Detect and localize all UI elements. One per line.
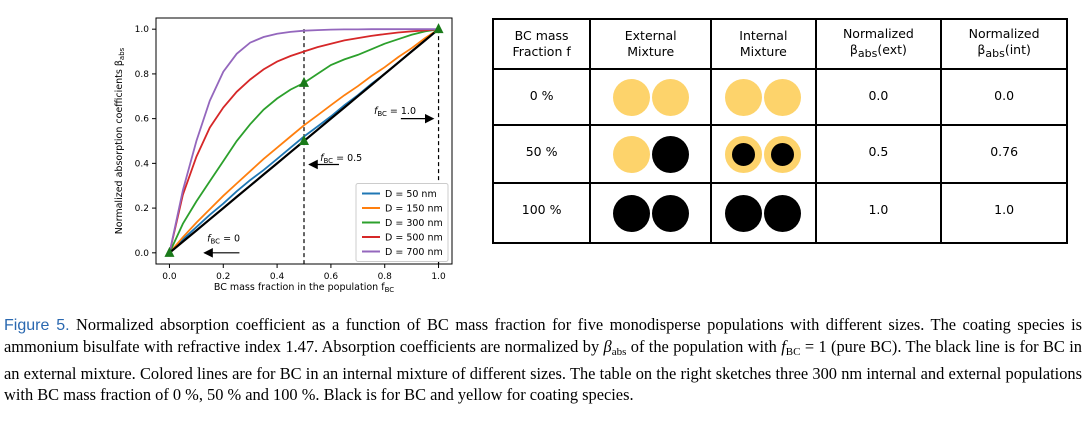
- norm-int-cell: 0.0: [940, 68, 1068, 126]
- internal-cell: [710, 124, 817, 184]
- x-tick-label: 0.0: [162, 272, 177, 282]
- header-internal: Internal Mixture: [710, 18, 817, 70]
- external-cell: [589, 124, 713, 184]
- legend-label: D = 50 nm: [385, 189, 437, 200]
- header-beta-sub: abs: [857, 47, 878, 60]
- header-norm-ext: Normalized βabs(ext): [814, 18, 943, 70]
- x-tick-label: 1.0: [431, 272, 446, 282]
- caption-text: = 1 (pure BC). The black line is for BC …: [4, 337, 1082, 404]
- coated-bc-particle-icon: [764, 135, 802, 173]
- header-line: Mixture: [739, 44, 787, 59]
- x-axis-label: BC mass fraction in the population fBC: [214, 282, 394, 294]
- mixture-table: BC mass Fraction f External Mixture Inte…: [491, 18, 1068, 244]
- internal-cell: [710, 182, 817, 244]
- chart-canvas: 0.0 0.2 0.4 0.6 0.8 1.0 0.0 0.2 0.4 0.6 0.8 1.0 BC m…: [114, 17, 453, 294]
- series-line: [168, 28, 439, 254]
- header-line: Internal: [739, 28, 788, 43]
- data-marker: [299, 76, 309, 87]
- header-beta: β: [977, 42, 986, 57]
- external-cell: [589, 68, 713, 126]
- norm-ext-cell: 0.5: [814, 124, 943, 184]
- header-external: External Mixture: [589, 18, 713, 70]
- header-line: External: [624, 28, 677, 43]
- fraction-cell: 0 %: [491, 68, 592, 126]
- header-line: Mixture: [627, 44, 675, 59]
- series-line: [168, 28, 439, 253]
- annotation-label: fBC = 0.5: [320, 153, 362, 165]
- header-norm-int: Normalized βabs(int): [940, 18, 1068, 70]
- y-axis-label: Normalized absorption coefficients βabs: [114, 47, 126, 234]
- norm-ext-cell: 1.0: [814, 182, 943, 244]
- header-beta: β: [849, 42, 858, 57]
- external-cell: [589, 182, 713, 244]
- header-suffix: (int): [1004, 42, 1031, 57]
- caption-f-sub: BC: [785, 346, 801, 358]
- header-line: Normalized: [842, 26, 914, 41]
- legend-label: D = 500 nm: [385, 232, 443, 243]
- caption-beta: β: [603, 337, 612, 356]
- norm-int-cell: 0.76: [940, 124, 1068, 184]
- caption-text: of the population with: [626, 337, 782, 356]
- x-tick-label: 0.6: [324, 272, 339, 282]
- table-row: 50 % 0.5 0.76: [491, 124, 1068, 184]
- legend-box: [355, 182, 449, 262]
- table-row: 100 % 1.0 1.0: [491, 182, 1068, 244]
- caption-text: Normalized absorption coefficient as a f…: [4, 315, 1083, 356]
- header-line: BC mass: [514, 28, 569, 43]
- y-tick-label: 0.4: [135, 159, 150, 169]
- coating-particle-icon: [651, 78, 689, 116]
- coating-particle-icon: [612, 135, 650, 173]
- y-tick-label: 1.0: [135, 25, 150, 35]
- bc-particle-icon: [725, 194, 763, 232]
- x-tick-label: 0.4: [270, 272, 285, 282]
- table-row: 0 % 0.0 0.0: [491, 68, 1068, 126]
- coated-bc-particle-icon: [725, 135, 763, 173]
- data-marker: [299, 135, 309, 145]
- caption-beta-sub: abs: [611, 346, 627, 358]
- internal-cell: [710, 68, 817, 126]
- coating-particle-icon: [612, 78, 650, 116]
- y-tick-label: 0.6: [135, 115, 150, 125]
- legend-label: D = 150 nm: [385, 203, 443, 214]
- header-bc-fraction: BC mass Fraction f: [491, 18, 592, 70]
- fraction-cell: 100 %: [491, 182, 592, 244]
- legend-label: D = 300 nm: [385, 218, 443, 229]
- bc-particle-icon: [651, 194, 689, 232]
- coating-particle-icon: [725, 78, 763, 116]
- legend-label: D = 700 nm: [385, 247, 443, 258]
- caption-f: f: [781, 337, 786, 356]
- annotation-label: fBC = 0: [207, 234, 240, 246]
- table-header-row: BC mass Fraction f External Mixture Inte…: [491, 18, 1068, 70]
- x-tick-label: 0.8: [378, 272, 393, 282]
- x-tick-label: 0.2: [216, 272, 230, 282]
- bc-particle-icon: [764, 194, 802, 232]
- series-line: [168, 28, 439, 254]
- norm-ext-cell: 0.0: [814, 68, 943, 126]
- y-tick-label: 0.8: [135, 70, 150, 80]
- bc-particle-icon: [612, 194, 650, 232]
- absorption-line-chart: 0.0 0.2 0.4 0.6 0.8 1.0 0.0 0.2 0.4 0.6 0.8 1.0 BC m…: [100, 6, 470, 298]
- y-tick-label: 0.2: [135, 204, 149, 214]
- annotation-label: fBC = 1.0: [374, 106, 416, 118]
- fraction-cell: 50 %: [491, 124, 592, 184]
- bc-particle-icon: [651, 135, 689, 173]
- header-beta-sub: abs: [985, 47, 1005, 60]
- coating-particle-icon: [764, 78, 802, 116]
- norm-int-cell: 1.0: [940, 182, 1068, 244]
- y-tick-label: 0.0: [135, 249, 150, 259]
- figure-caption: Figure 5. Normalized absorption coeffici…: [4, 314, 1082, 405]
- figure-label: Figure 5.: [4, 317, 70, 334]
- data-marker: [164, 246, 175, 257]
- header-line: Fraction f: [512, 44, 571, 59]
- header-line: Normalized: [968, 26, 1040, 41]
- data-marker: [433, 23, 444, 34]
- header-suffix: (ext): [877, 42, 907, 57]
